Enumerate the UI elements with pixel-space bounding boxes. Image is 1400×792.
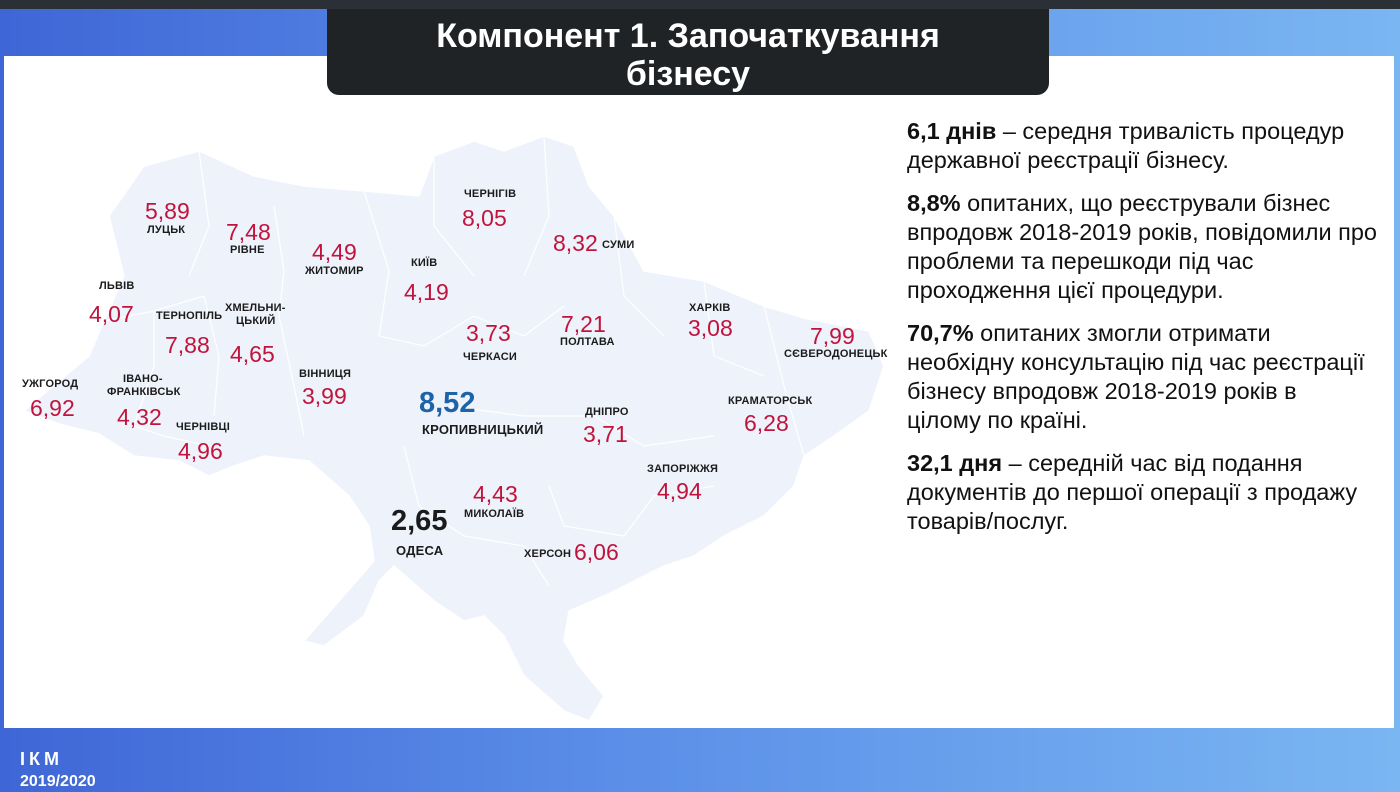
region-name-uzhhorod: УЖГОРОД <box>22 378 79 390</box>
region-name-kharkiv: ХАРКІВ <box>689 302 731 314</box>
region-value-sumy: 8,32 <box>553 230 598 256</box>
region-name-kyiv: КИЇВ <box>411 257 438 269</box>
fact-highlight: 8,8% <box>907 190 961 216</box>
fact-text: опитаних, що реєстрували бізнес впродовж… <box>907 190 1377 303</box>
region-name-odesa: ОДЕСА <box>396 543 444 558</box>
region-value-chernihiv: 8,05 <box>462 205 507 231</box>
region-value-rivne: 7,48 <box>226 219 271 245</box>
fact-highlight: 32,1 дня <box>907 450 1003 476</box>
top-bar <box>0 0 1400 9</box>
region-name-zhytomyr: ЖИТОМИР <box>305 265 364 277</box>
footer-year-label: 2019/2020 <box>20 773 96 790</box>
region-name-dnipro: ДНІПРО <box>585 406 629 418</box>
region-name-chernihiv: ЧЕРНІГІВ <box>464 188 517 200</box>
facts-panel: 6,1 днів – середня тривалість процедур д… <box>907 117 1377 550</box>
fact-text: опитаних змогли отримати необхідну консу… <box>907 320 1365 433</box>
region-value-ivano-frankivsk: 4,32 <box>117 404 162 430</box>
region-value-chernivtsi: 4,96 <box>178 438 223 464</box>
region-value-lutsk: 5,89 <box>145 198 190 224</box>
region-value-kramatorsk: 6,28 <box>744 410 789 436</box>
fact-text: – середня тривалість процедур державної … <box>907 118 1345 173</box>
region-name-ivano-frankivsk-1: ІВАНО- <box>123 373 163 385</box>
region-value-zaporizhzhia: 4,94 <box>657 478 702 504</box>
slide-title: Компонент 1. Започаткування бізнесу <box>327 9 1049 95</box>
region-name-lutsk: ЛУЦЬК <box>147 224 186 236</box>
fact-item: 32,1 дня – середній час від подання доку… <box>907 449 1377 536</box>
region-value-cherkasy: 3,73 <box>466 320 511 346</box>
slide-title-line2: бізнесу <box>625 55 751 93</box>
region-name-kropyvnytskyi: КРОПИВНИЦЬКИЙ <box>422 422 544 437</box>
region-name-sumy: СУМИ <box>602 239 635 251</box>
fact-highlight: 70,7% <box>907 320 974 346</box>
region-value-sievierodonetsk: 7,99 <box>810 323 855 349</box>
region-name-khmelnytskyi-1: ХМЕЛЬНИ- <box>225 302 286 314</box>
region-value-khmelnytskyi: 4,65 <box>230 341 275 367</box>
region-name-rivne: РІВНЕ <box>230 244 265 256</box>
region-name-cherkasy: ЧЕРКАСИ <box>463 351 518 363</box>
region-value-lviv: 4,07 <box>89 301 134 327</box>
region-name-kherson: ХЕРСОН <box>524 548 572 560</box>
region-value-odesa: 2,65 <box>391 505 448 537</box>
region-name-ivano-frankivsk-2: ФРАНКІВСЬК <box>107 386 181 398</box>
fact-item: 70,7% опитаних змогли отримати необхідну… <box>907 319 1377 435</box>
region-value-dnipro: 3,71 <box>583 421 628 447</box>
ukraine-map <box>22 135 885 722</box>
slide-title-line1: Компонент 1. Започаткування <box>436 17 940 55</box>
region-name-mykolaiv: МИКОЛАЇВ <box>464 508 525 520</box>
region-value-vinnytsia: 3,99 <box>302 383 347 409</box>
region-value-zhytomyr: 4,49 <box>312 239 357 265</box>
slide-canvas: 5,89 ЛУЦЬК 7,48 РІВНЕ 4,49 ЖИТОМИР КИЇВ … <box>4 56 1394 728</box>
region-name-kramatorsk: КРАМАТОРСЬК <box>728 395 813 407</box>
region-value-poltava: 7,21 <box>561 311 606 337</box>
region-name-khmelnytskyi-2: ЦЬКИЙ <box>236 315 276 327</box>
map-outline <box>22 135 885 722</box>
region-value-kyiv: 4,19 <box>404 279 449 305</box>
region-value-kropyvnytskyi: 8,52 <box>419 387 476 419</box>
region-name-zaporizhzhia: ЗАПОРІЖЖЯ <box>647 463 719 475</box>
region-name-sievierodonetsk: СЄВЕРОДОНЕЦЬК <box>784 348 888 360</box>
region-name-chernivtsi: ЧЕРНІВЦІ <box>176 421 231 433</box>
fact-highlight: 6,1 днів <box>907 118 997 144</box>
region-name-lviv: ЛЬВІВ <box>99 280 135 292</box>
region-name-poltava: ПОЛТАВА <box>560 336 615 348</box>
region-value-kharkiv: 3,08 <box>688 315 733 341</box>
region-value-uzhhorod: 6,92 <box>30 395 75 421</box>
region-value-ternopil: 7,88 <box>165 332 210 358</box>
region-value-kherson: 6,06 <box>574 539 619 565</box>
fact-item: 8,8% опитаних, що реєстрували бізнес впр… <box>907 189 1377 305</box>
footer-org-label: ІКМ <box>20 749 63 769</box>
fact-item: 6,1 днів – середня тривалість процедур д… <box>907 117 1377 175</box>
region-value-mykolaiv: 4,43 <box>473 481 518 507</box>
fact-text: – середній час від подання документів до… <box>907 450 1358 534</box>
region-name-ternopil: ТЕРНОПІЛЬ <box>156 310 223 322</box>
region-name-vinnytsia: ВІННИЦЯ <box>299 368 352 380</box>
